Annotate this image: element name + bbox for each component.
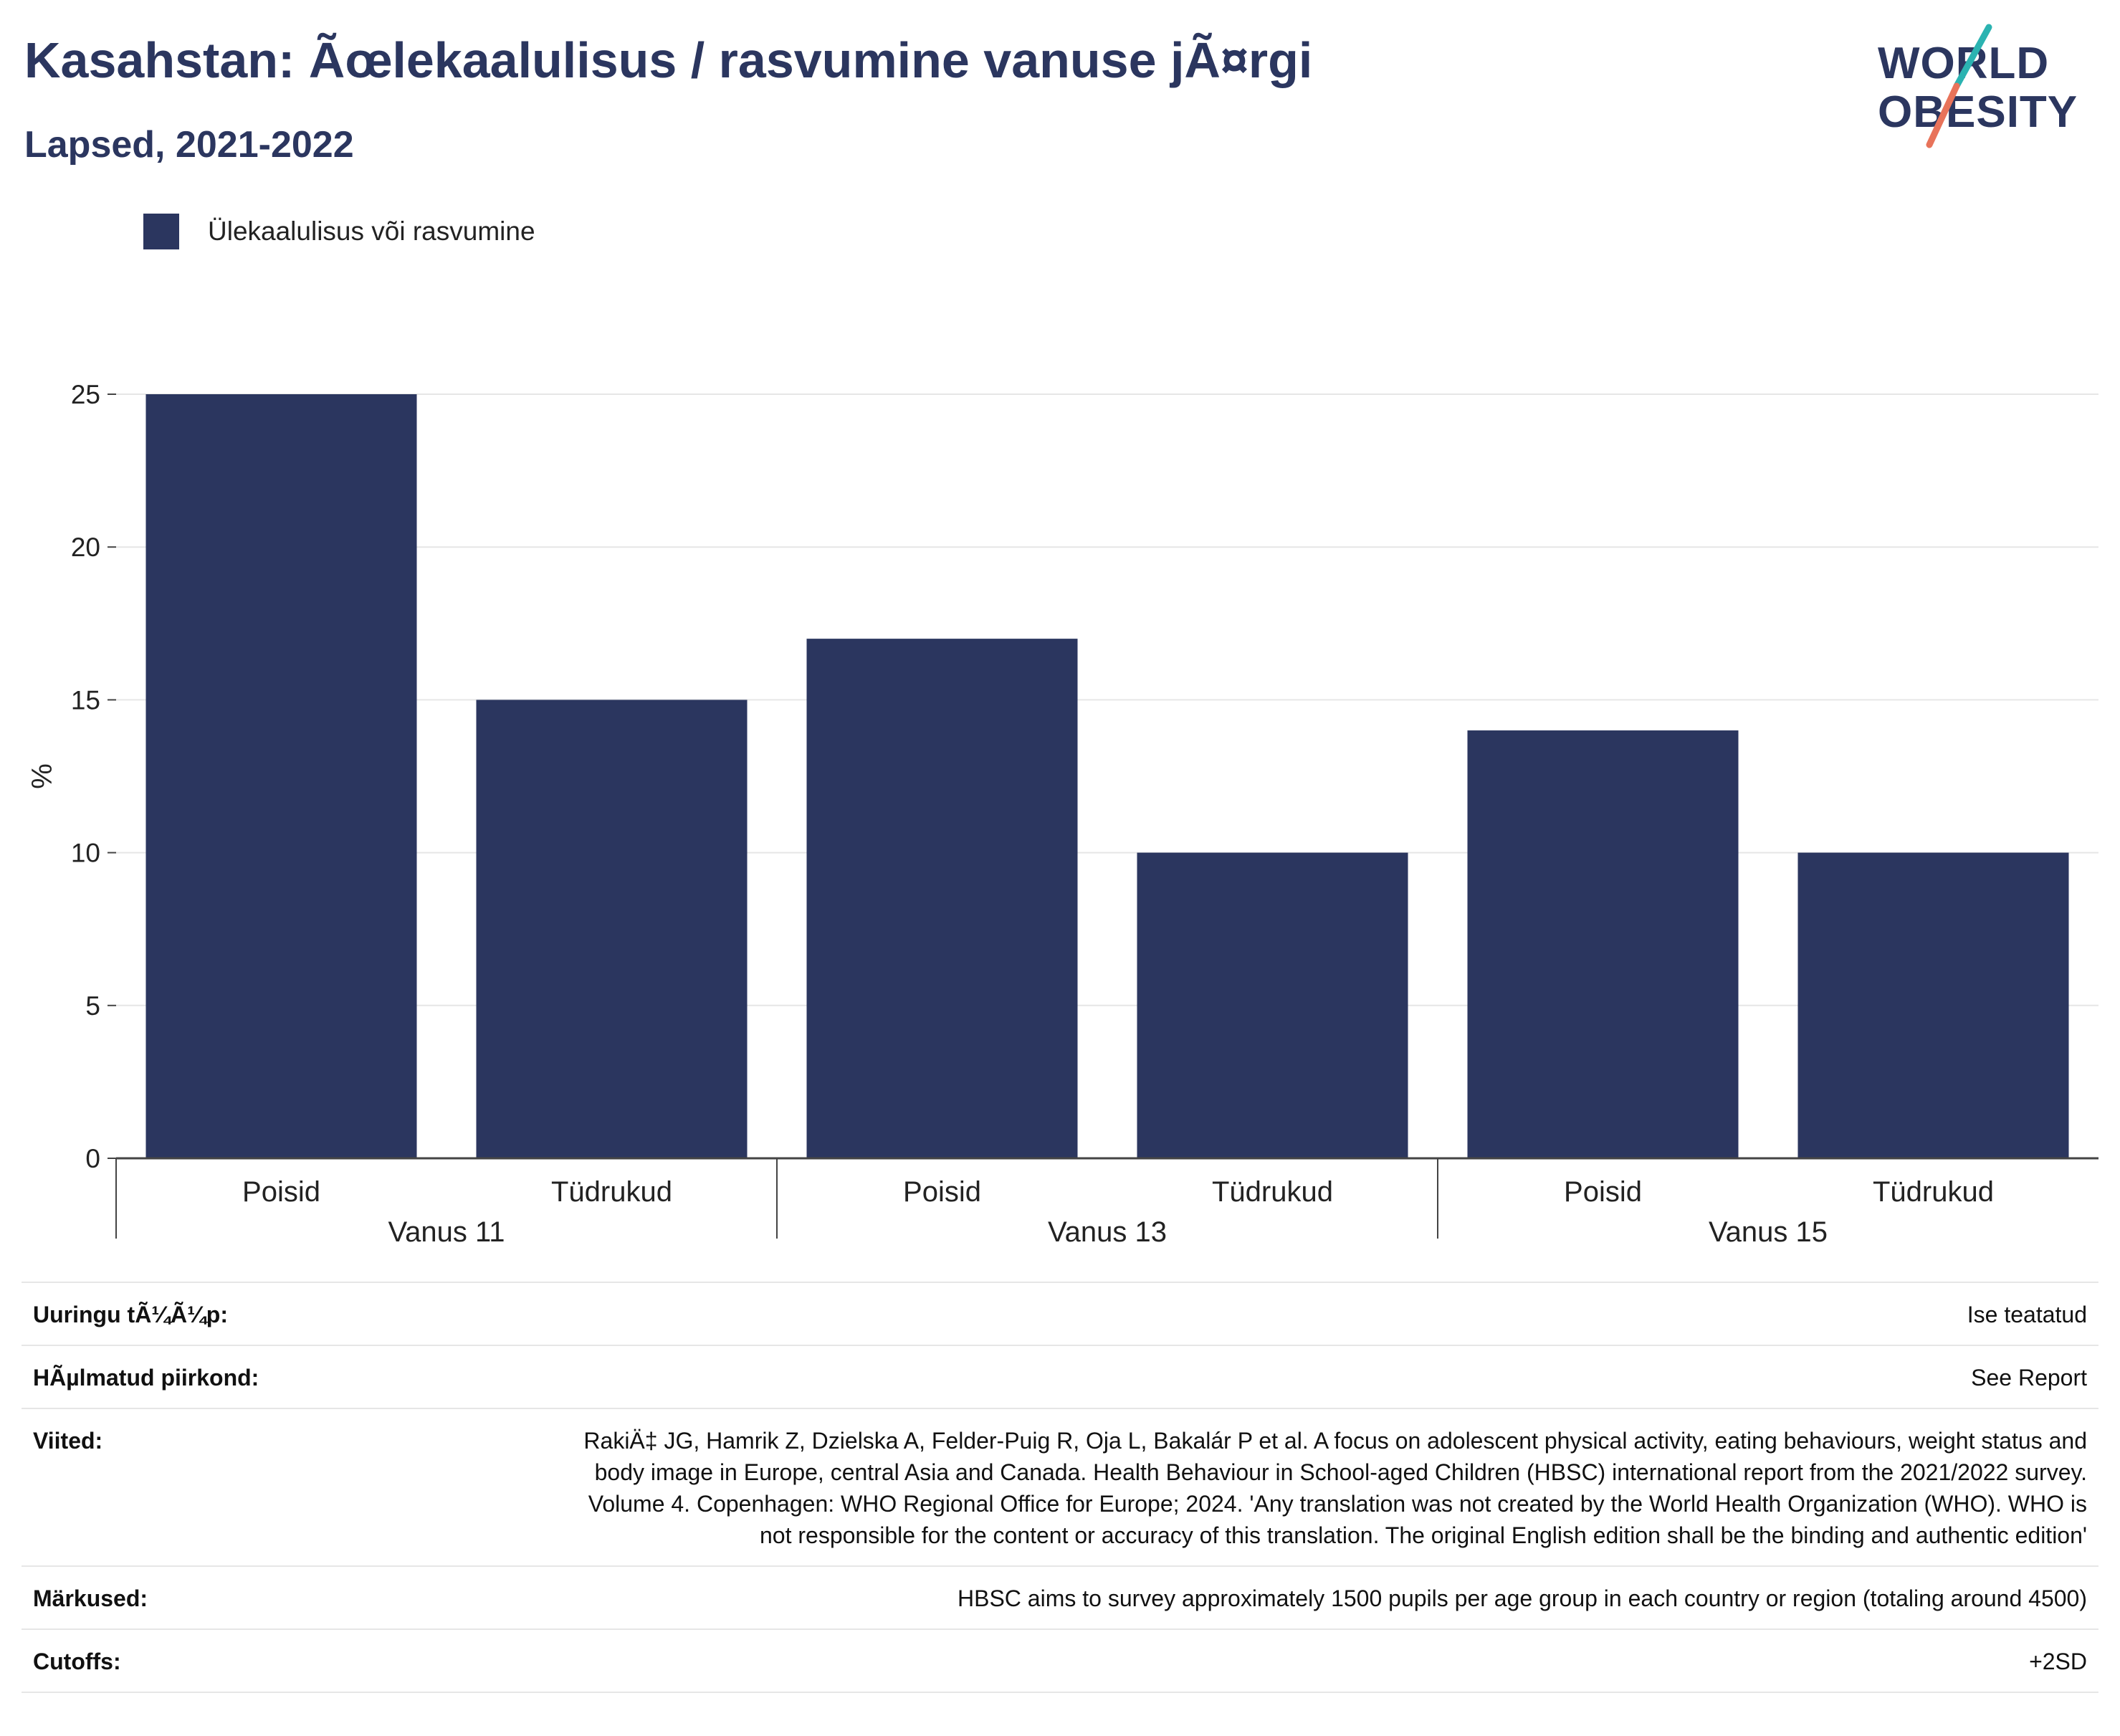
x-group-label: Vanus 11: [388, 1216, 505, 1247]
meta-row-area: HÃµlmatud piirkond: See Report: [22, 1345, 2098, 1408]
legend-label: Ülekaalulisus või rasvumine: [208, 216, 535, 246]
meta-key: Viited:: [33, 1428, 103, 1454]
x-group-label: Vanus 15: [1709, 1216, 1828, 1247]
y-tick-label: 10: [71, 839, 100, 868]
meta-key: Märkused:: [33, 1585, 148, 1611]
meta-value: HBSC aims to survey approximately 1500 p…: [958, 1585, 2087, 1611]
x-tick-label: Poisid: [903, 1176, 981, 1208]
bar: [1137, 852, 1408, 1158]
meta-value: Ise teatatud: [1967, 1302, 2087, 1327]
bar: [145, 394, 417, 1158]
legend-swatch: [143, 214, 179, 249]
bar: [1797, 852, 2069, 1158]
meta-row-references: Viited: RakiÄ‡ JG, Hamrik Z, Dzielska A,…: [22, 1408, 2098, 1565]
bar-chart: 0 5 10 15 20 25% Poisid Tüdrukud Vanus 11 Poisid T…: [27, 380, 2098, 1247]
x-tick-label: Tüdrukud: [1212, 1176, 1333, 1208]
chart-subtitle: Lapsed, 2021-2022: [24, 124, 354, 166]
x-tick-label: Tüdrukud: [1873, 1176, 1994, 1208]
meta-key: Uuringu tÃ¼Ã¼p:: [33, 1302, 228, 1327]
meta-key: HÃµlmatud piirkond:: [33, 1365, 259, 1391]
x-group-label: Vanus 13: [1048, 1216, 1167, 1247]
y-tick-label: 15: [71, 685, 100, 715]
world-obesity-logo: WORLD OBESITY: [1863, 22, 2107, 151]
y-tick-label: 20: [71, 533, 100, 562]
y-axis-label: %: [27, 763, 58, 789]
y-tick-label: 0: [85, 1144, 100, 1173]
y-tick-label: 25: [71, 380, 100, 409]
chart-legend: Ülekaalulisus või rasvumine: [143, 212, 535, 251]
meta-value: RakiÄ‡ JG, Hamrik Z, Dzielska A, Felder-…: [583, 1428, 2087, 1548]
meta-value: +2SD: [2029, 1649, 2087, 1674]
logo-line-2: OBESITY: [1878, 87, 2078, 137]
bar: [476, 700, 748, 1158]
meta-row-notes: Märkused: HBSC aims to survey approximat…: [22, 1565, 2098, 1628]
meta-key: Cutoffs:: [33, 1649, 121, 1674]
metadata-table: Uuringu tÃ¼Ã¼p: Ise teatatud HÃµlmatud p…: [22, 1282, 2098, 1693]
bar: [806, 639, 1078, 1158]
bar: [1467, 730, 1739, 1158]
x-tick-label: Tüdrukud: [551, 1176, 672, 1208]
meta-row-survey-type: Uuringu tÃ¼Ã¼p: Ise teatatud: [22, 1282, 2098, 1345]
meta-value: See Report: [1971, 1365, 2087, 1391]
x-tick-label: Poisid: [242, 1176, 320, 1208]
chart-title: Kasahstan: Ãœlekaalulisus / rasvumine va…: [24, 32, 1313, 88]
y-tick-label: 5: [85, 991, 100, 1021]
x-tick-label: Poisid: [1564, 1176, 1642, 1208]
logo-slash-icon: [1926, 24, 1992, 148]
meta-row-cutoffs: Cutoffs: +2SD: [22, 1628, 2098, 1693]
